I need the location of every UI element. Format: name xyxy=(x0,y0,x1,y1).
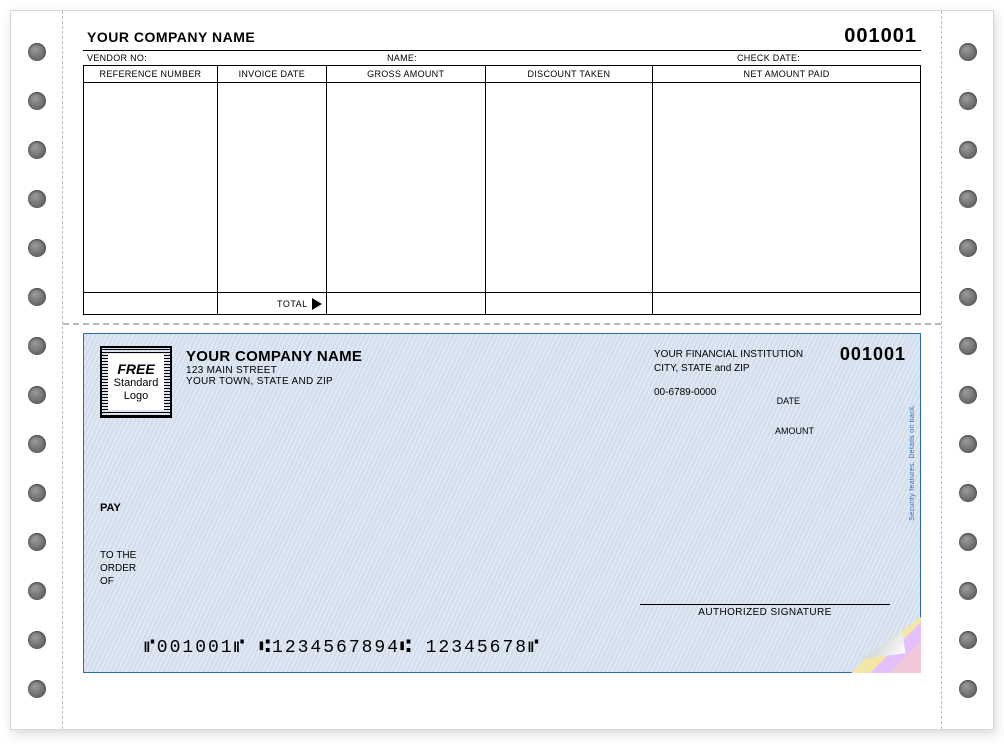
authorized-signature-label: AUTHORIZED SIGNATURE xyxy=(698,607,831,618)
tractor-holes-right xyxy=(941,11,993,729)
tractor-hole xyxy=(28,484,46,502)
tractor-hole xyxy=(28,680,46,698)
tractor-hole xyxy=(959,190,977,208)
tractor-hole xyxy=(28,92,46,110)
stub-body-row xyxy=(84,83,921,293)
page-curl-icon xyxy=(843,617,921,673)
logo-line3: Logo xyxy=(124,390,148,403)
to-the-order-of: TO THE ORDER OF xyxy=(100,549,136,588)
tractor-hole xyxy=(959,337,977,355)
tractor-hole xyxy=(28,141,46,159)
tractor-hole xyxy=(28,337,46,355)
stub-col-reference-number: REFERENCE NUMBER xyxy=(84,66,218,83)
signature-line: AUTHORIZED SIGNATURE xyxy=(640,604,890,618)
continuous-form-sheet: YOUR COMPANY NAME 001001 VENDOR NO: NAME… xyxy=(10,10,994,730)
total-arrow-icon xyxy=(312,298,322,310)
tractor-hole xyxy=(959,631,977,649)
stub-cell xyxy=(485,83,652,293)
tractor-hole xyxy=(959,92,977,110)
tractor-holes-left xyxy=(11,11,63,729)
perforation-line xyxy=(63,323,941,325)
tractor-hole xyxy=(959,239,977,257)
stub-header-row: REFERENCE NUMBERINVOICE DATEGROSS AMOUNT… xyxy=(84,66,921,83)
stub-company-name: YOUR COMPANY NAME xyxy=(87,29,255,45)
stub-col-gross-amount: GROSS AMOUNT xyxy=(326,66,485,83)
logo-line1: FREE xyxy=(117,361,154,377)
check-panel: 001001 FREE Standard Logo YOUR COMPANY N… xyxy=(83,333,921,673)
stub-total-row: TOTAL xyxy=(84,293,921,315)
tractor-hole xyxy=(959,680,977,698)
tractor-hole xyxy=(959,533,977,551)
stub-col-invoice-date: INVOICE DATE xyxy=(217,66,326,83)
of-label: OF xyxy=(100,575,136,588)
stub-total-cell xyxy=(485,293,652,315)
tractor-hole xyxy=(959,484,977,502)
tractor-hole xyxy=(28,239,46,257)
logo-inner: FREE Standard Logo xyxy=(108,354,164,410)
stub-header: YOUR COMPANY NAME 001001 xyxy=(83,25,921,50)
check-number: 001001 xyxy=(840,344,906,365)
stub-col-net-amount-paid: NET AMOUNT PAID xyxy=(653,66,921,83)
stub-cell xyxy=(84,83,218,293)
tractor-hole xyxy=(28,533,46,551)
check-company-block: YOUR COMPANY NAME 123 MAIN STREET YOUR T… xyxy=(186,346,640,418)
check-top-row: FREE Standard Logo YOUR COMPANY NAME 123… xyxy=(100,346,904,418)
content-area: YOUR COMPANY NAME 001001 VENDOR NO: NAME… xyxy=(63,11,941,729)
stub-total-cell: TOTAL xyxy=(217,293,326,315)
to-the-label: TO THE xyxy=(100,549,136,562)
stub-cell xyxy=(653,83,921,293)
tractor-hole xyxy=(28,435,46,453)
check-company-addr1: 123 MAIN STREET xyxy=(186,365,640,376)
date-label: DATE xyxy=(777,396,800,406)
tractor-hole xyxy=(959,141,977,159)
stub-cell xyxy=(326,83,485,293)
tractor-hole xyxy=(959,582,977,600)
stub-cell xyxy=(217,83,326,293)
amount-label: AMOUNT xyxy=(775,426,814,436)
logo-line2: Standard xyxy=(114,377,159,390)
stub-total-cell xyxy=(653,293,921,315)
tractor-hole xyxy=(28,190,46,208)
stub-meta-row: VENDOR NO: NAME: CHECK DATE: xyxy=(83,50,921,66)
check-date-label: CHECK DATE: xyxy=(737,53,917,63)
vendor-no-label: VENDOR NO: xyxy=(87,53,387,63)
stub-check-number: 001001 xyxy=(844,25,917,48)
tractor-hole xyxy=(959,43,977,61)
logo-placeholder: FREE Standard Logo xyxy=(100,346,172,418)
tractor-hole xyxy=(28,43,46,61)
total-label: TOTAL xyxy=(277,299,308,309)
stub-col-discount-taken: DISCOUNT TAKEN xyxy=(485,66,652,83)
tractor-hole xyxy=(959,288,977,306)
tractor-hole xyxy=(28,631,46,649)
pay-label: PAY xyxy=(100,502,121,514)
tractor-hole xyxy=(959,386,977,404)
name-label: NAME: xyxy=(387,53,737,63)
stub-total-cell xyxy=(326,293,485,315)
stub-table: REFERENCE NUMBERINVOICE DATEGROSS AMOUNT… xyxy=(83,66,921,315)
stub-total-cell xyxy=(84,293,218,315)
order-label: ORDER xyxy=(100,562,136,575)
tractor-hole xyxy=(28,386,46,404)
check-company-addr2: YOUR TOWN, STATE AND ZIP xyxy=(186,376,640,387)
security-features-text: Security features. Details on back. xyxy=(909,404,916,521)
tractor-hole xyxy=(959,435,977,453)
check-company-name: YOUR COMPANY NAME xyxy=(186,348,640,365)
tractor-hole xyxy=(28,288,46,306)
tractor-hole xyxy=(28,582,46,600)
micr-line: ⑈001001⑈ ⑆1234567894⑆ 12345678⑈ xyxy=(144,638,541,658)
